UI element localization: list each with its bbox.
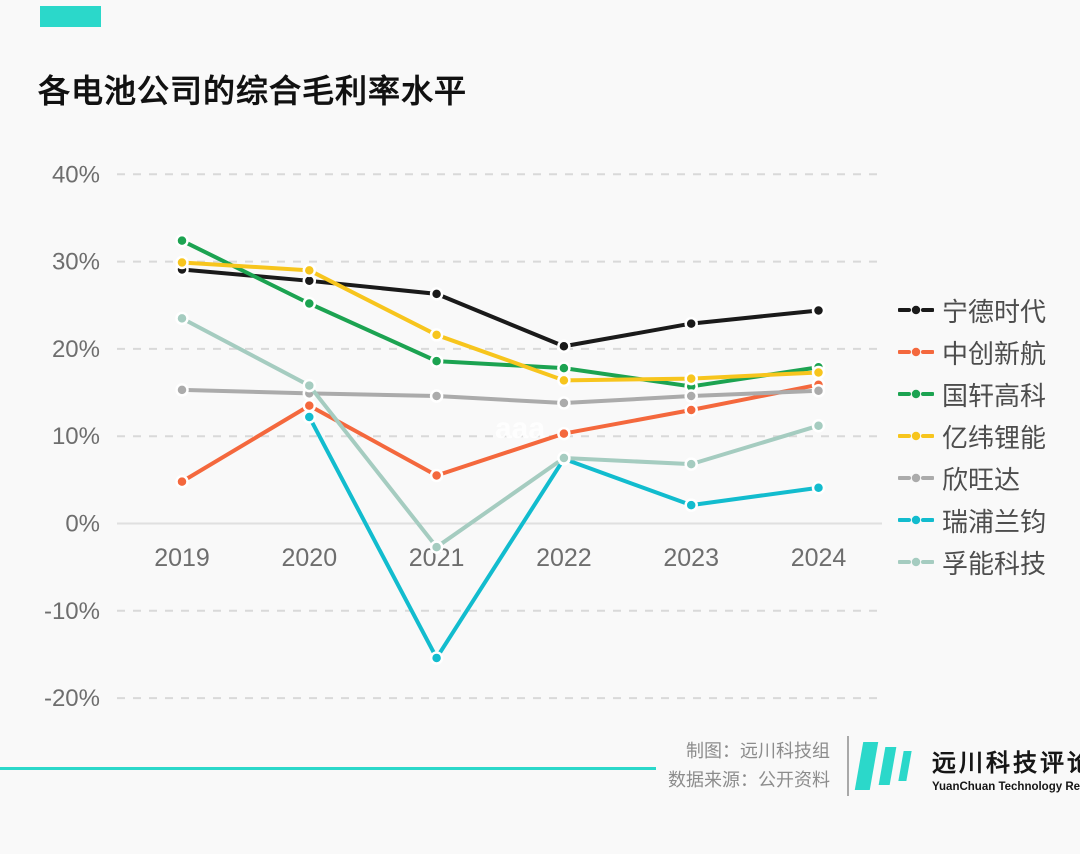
data-point — [811, 365, 826, 380]
legend-label: 宁德时代 — [942, 296, 1047, 327]
data-point — [557, 373, 571, 388]
series-line — [180, 267, 821, 349]
legend-label: 欣旺达 — [942, 464, 1021, 495]
data-point — [811, 303, 826, 318]
brand-name: 远川科技评论 — [932, 750, 1080, 777]
series-line — [180, 382, 821, 484]
credit-source: 数据来源：公开资料 — [668, 770, 830, 790]
data-point — [429, 651, 444, 665]
data-point — [429, 354, 444, 368]
legend: 宁德时代中创新航国轩高科亿纬锂能欣旺达瑞浦兰钧孚能科技 — [898, 289, 1080, 583]
data-point — [684, 498, 698, 512]
series-line — [180, 260, 821, 383]
data-point — [429, 468, 444, 483]
data-point — [811, 480, 826, 495]
y-tick-label: -10% — [44, 598, 100, 625]
legend-label: 亿纬锂能 — [942, 422, 1047, 453]
legend-marker-icon — [898, 347, 934, 357]
data-point — [684, 457, 698, 471]
x-tick-label: 2020 — [281, 544, 337, 572]
legend-label: 瑞浦兰钧 — [942, 506, 1047, 537]
data-point — [557, 451, 571, 465]
x-tick-label: 2019 — [154, 544, 210, 572]
data-point — [175, 474, 189, 489]
data-point — [684, 316, 698, 331]
data-point — [175, 383, 189, 397]
legend-marker-icon — [898, 557, 934, 567]
credit-author: 制图：远川科技组 — [686, 741, 830, 761]
watermark-text: aaa — [495, 412, 545, 445]
data-point — [684, 403, 698, 417]
legend-item: 欣旺达 — [898, 457, 1080, 499]
data-point — [175, 311, 189, 326]
data-point — [175, 233, 189, 248]
legend-item: 宁德时代 — [898, 289, 1080, 331]
y-tick-label: 20% — [52, 336, 100, 363]
x-tick-label: 2023 — [663, 544, 719, 572]
data-point — [429, 287, 444, 301]
page-title: 各电池公司的综合毛利率水平 — [38, 73, 468, 109]
legend-marker-icon — [898, 305, 934, 315]
data-point — [557, 339, 571, 354]
data-point — [811, 418, 826, 433]
legend-marker-icon — [898, 473, 934, 483]
logo-bar-icon — [878, 747, 897, 785]
legend-item: 国轩高科 — [898, 373, 1080, 415]
data-point — [684, 371, 698, 386]
data-point — [302, 263, 317, 278]
x-tick-label: 2022 — [536, 544, 592, 572]
y-tick-label: 40% — [52, 161, 100, 188]
data-point — [429, 328, 444, 342]
brand-logo-text: 远川科技评论 YuanChuan Technology Review — [932, 743, 1080, 793]
y-tick-label: 30% — [52, 249, 100, 276]
x-tick-label: 2024 — [791, 544, 847, 572]
series-line — [180, 238, 821, 389]
legend-item: 孚能科技 — [898, 541, 1080, 583]
y-tick-label: 10% — [52, 423, 100, 450]
data-point — [557, 426, 571, 441]
series-line — [180, 316, 821, 550]
data-point — [557, 396, 571, 410]
data-point — [302, 410, 317, 424]
y-tick-label: 0% — [65, 511, 100, 538]
data-point — [302, 296, 317, 311]
data-point — [302, 378, 317, 393]
data-point — [429, 389, 444, 403]
legend-item: 瑞浦兰钧 — [898, 499, 1080, 541]
data-point — [175, 255, 189, 270]
legend-label: 中创新航 — [942, 338, 1047, 369]
header-accent-bar — [40, 6, 101, 27]
brand-name-english: YuanChuan Technology Review — [932, 781, 1080, 793]
legend-item: 亿纬锂能 — [898, 415, 1080, 457]
brand-logo-icon — [854, 741, 912, 791]
footer-divider — [847, 736, 849, 796]
data-point — [811, 384, 826, 398]
legend-marker-icon — [898, 431, 934, 441]
footer-rule — [0, 767, 656, 770]
y-tick-label: -20% — [44, 685, 100, 712]
legend-label: 国轩高科 — [942, 380, 1047, 411]
legend-item: 中创新航 — [898, 331, 1080, 373]
data-point — [557, 361, 571, 375]
series-line — [180, 387, 821, 406]
legend-marker-icon — [898, 389, 934, 399]
legend-marker-icon — [898, 515, 934, 525]
data-point — [684, 389, 698, 403]
data-point — [302, 398, 317, 413]
chart-credits: 制图：远川科技组 数据来源：公开资料 — [580, 737, 830, 795]
legend-label: 孚能科技 — [942, 548, 1047, 579]
logo-bar-icon — [854, 742, 879, 790]
data-point — [429, 540, 444, 554]
